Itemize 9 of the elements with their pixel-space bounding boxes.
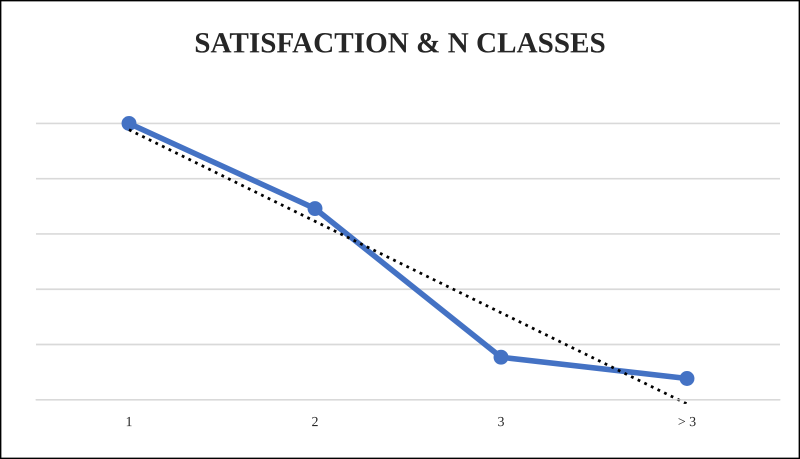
point xyxy=(122,116,136,131)
x-tick-label: 3 xyxy=(498,416,504,426)
x-tick-label: 2 xyxy=(312,416,318,426)
point xyxy=(308,201,322,216)
x-tick-label: > 3 xyxy=(678,416,696,426)
point xyxy=(680,371,694,386)
point xyxy=(494,350,508,365)
chart-title: SATISFACTION & N CLASSES xyxy=(196,32,604,53)
x-tick-label: 1 xyxy=(126,416,132,426)
